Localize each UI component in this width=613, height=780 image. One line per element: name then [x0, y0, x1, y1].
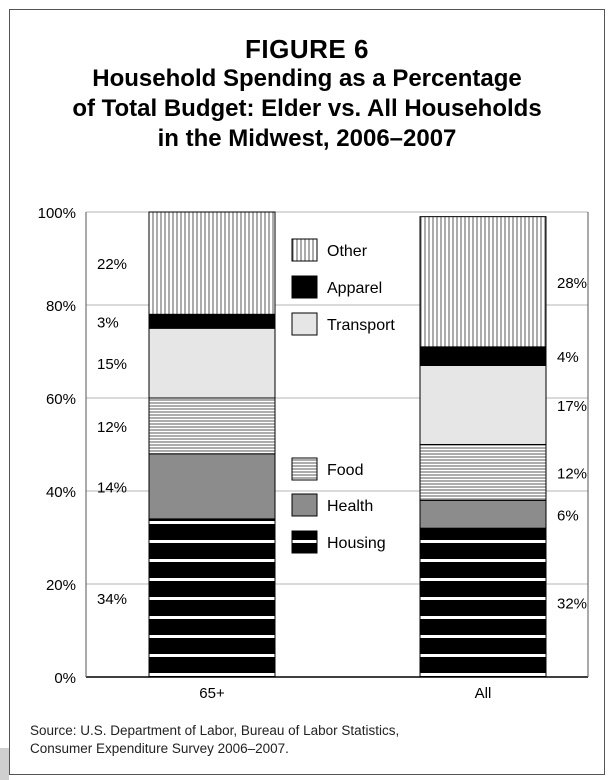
- legend: Other Apparel Transport Food Health Housing: [291, 238, 395, 554]
- y-tick-60: 60%: [46, 391, 76, 408]
- x-axis-labels: 65+ All: [199, 685, 491, 702]
- label-65-housing: 34%: [97, 591, 127, 608]
- bar-all-other: [419, 216, 547, 348]
- bar-65-health: [148, 453, 276, 520]
- title-line-1: Household Spending as a Percentage: [92, 65, 522, 92]
- y-tick-100: 100%: [38, 205, 76, 222]
- figure-label: FIGURE 6: [245, 34, 369, 64]
- bar-all-housing: [419, 527, 547, 678]
- legend-swatch-other: [291, 238, 318, 262]
- legend-label-housing: Housing: [327, 535, 386, 552]
- bar-65-apparel: [148, 313, 276, 329]
- bars: [148, 211, 547, 678]
- legend-swatch-transport: [291, 312, 318, 336]
- stacked-bar-chart: 0% 20% 40% 60% 80% 100% 34% 14% 12% 15% 3% 22% 32% 6…: [38, 205, 589, 702]
- y-tick-20: 20%: [46, 577, 76, 594]
- legend-swatch-food: [291, 457, 318, 481]
- label-65-transport: 15%: [97, 356, 127, 373]
- legend-label-health: Health: [327, 498, 373, 515]
- label-65-health: 14%: [97, 479, 127, 496]
- page-corner: [0, 748, 9, 780]
- bar-all-food: [419, 444, 547, 501]
- y-tick-0: 0%: [54, 670, 76, 687]
- label-65-other: 22%: [97, 256, 127, 273]
- label-all-transport: 17%: [557, 398, 587, 415]
- label-all-other: 28%: [557, 275, 587, 292]
- bar-65-transport: [148, 327, 276, 399]
- y-tick-40: 40%: [46, 484, 76, 501]
- label-all-health: 6%: [557, 507, 579, 524]
- title-line-2: of Total Budget: Elder vs. All Household…: [72, 95, 542, 122]
- source-line-2: Consumer Expenditure Survey 2006–2007.: [30, 741, 289, 756]
- label-65-apparel: 3%: [97, 314, 119, 331]
- legend-label-other: Other: [327, 243, 368, 260]
- label-all-apparel: 4%: [557, 349, 579, 366]
- y-tick-80: 80%: [46, 298, 76, 315]
- legend-label-apparel: Apparel: [327, 280, 382, 297]
- source-note: Source: U.S. Department of Labor, Bureau…: [30, 722, 399, 758]
- bar-all-transport: [419, 364, 547, 446]
- label-all-housing: 32%: [557, 596, 587, 613]
- value-labels: 34% 14% 12% 15% 3% 22% 32% 6% 12% 17% 4% 28%: [97, 256, 587, 612]
- source-line-1: Source: U.S. Department of Labor, Bureau…: [30, 723, 400, 738]
- bar-65-food: [148, 397, 276, 455]
- bar-65-housing: [148, 518, 276, 678]
- legend-swatch-apparel: [291, 275, 318, 299]
- x-label-65: 65+: [199, 685, 225, 702]
- legend-swatch-housing: [291, 530, 318, 554]
- bar-all-apparel: [419, 346, 547, 366]
- x-label-all: All: [475, 685, 492, 702]
- bar-all-health: [419, 499, 547, 529]
- label-65-food: 12%: [97, 419, 127, 436]
- legend-label-transport: Transport: [327, 317, 395, 334]
- figure-title: FIGURE 6 Household Spending as a Percent…: [9, 34, 605, 154]
- label-all-food: 12%: [557, 465, 587, 482]
- title-line-3: in the Midwest, 2006–2007: [157, 125, 457, 152]
- legend-swatch-health: [291, 493, 318, 517]
- bar-65-other: [148, 211, 276, 315]
- y-axis-ticks: 0% 20% 40% 60% 80% 100%: [38, 205, 76, 687]
- legend-label-food: Food: [327, 462, 363, 479]
